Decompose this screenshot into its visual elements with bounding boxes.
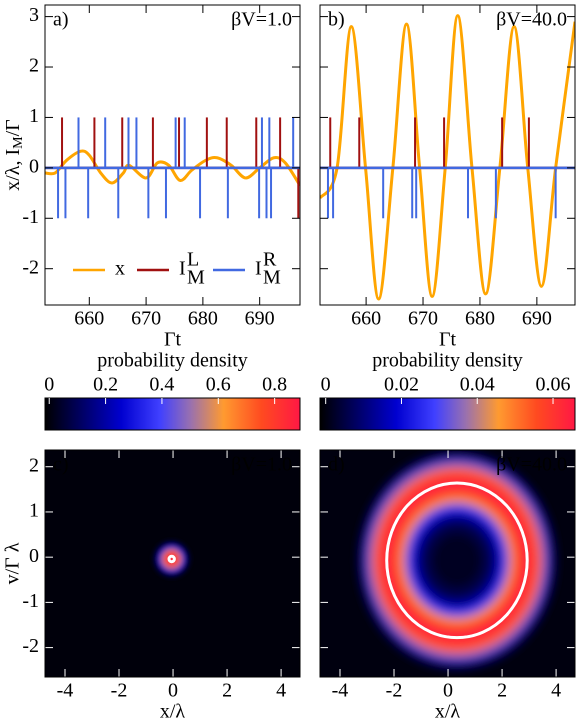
y-axis-label: x/λ, IM/Γ bbox=[2, 119, 27, 191]
x-tick-label: 690 bbox=[245, 308, 275, 330]
panel-label: a) bbox=[53, 9, 69, 31]
y-tick-label: 0 bbox=[29, 545, 39, 567]
annotation: βV=1.0 bbox=[231, 9, 292, 31]
annotation: βV=40.0 bbox=[496, 9, 567, 31]
colorbar-tick-label: 0.02 bbox=[384, 374, 419, 396]
plot-area bbox=[320, 14, 575, 301]
colorbar-tick-label: 0.6 bbox=[206, 374, 231, 396]
density-level bbox=[432, 533, 482, 588]
heatmap bbox=[320, 450, 575, 677]
x-axis-label: x/λ bbox=[435, 701, 461, 723]
frame bbox=[44, 449, 301, 678]
y-axis-label: v/Γ λ bbox=[2, 542, 24, 584]
colorbar-tick-label: 0 bbox=[321, 374, 331, 396]
orbit bbox=[385, 481, 529, 640]
panel-label: b) bbox=[328, 9, 345, 31]
x-tick-label: -2 bbox=[111, 680, 128, 702]
colorbar-tick-label: 0.06 bbox=[536, 374, 571, 396]
colorbar-tick-label: 0 bbox=[44, 374, 54, 396]
orbit bbox=[167, 554, 176, 564]
x-tick-label: 660 bbox=[351, 308, 381, 330]
plot-area bbox=[45, 117, 300, 219]
x-tick-label: 4 bbox=[276, 680, 286, 702]
y-tick-label: -1 bbox=[22, 206, 39, 228]
colorbar-tick-label: 0.04 bbox=[460, 374, 495, 396]
colorbar-tick-label: 0.2 bbox=[93, 374, 118, 396]
y-tick-label: 1 bbox=[29, 500, 39, 522]
frame bbox=[319, 449, 576, 678]
x-axis-label: x/λ bbox=[160, 701, 186, 723]
annotation: βV=40.0 bbox=[496, 454, 567, 476]
x-tick-label: 0 bbox=[443, 680, 453, 702]
line bbox=[320, 14, 575, 301]
legend-label-sup: L bbox=[187, 249, 199, 271]
y-tick-label: -1 bbox=[22, 590, 39, 612]
colorbar bbox=[319, 397, 576, 431]
y-tick-label: 2 bbox=[29, 454, 39, 476]
x-tick-label: 670 bbox=[408, 308, 438, 330]
x-tick-label: 2 bbox=[497, 680, 507, 702]
x-tick-label: -4 bbox=[332, 680, 349, 702]
frame bbox=[44, 4, 301, 306]
y-axis-label-part: M bbox=[11, 136, 26, 149]
y-tick-label: -2 bbox=[22, 256, 39, 278]
legend-label-sub: M bbox=[187, 267, 205, 289]
legend-label: x bbox=[115, 258, 125, 280]
x-tick-label: -2 bbox=[386, 680, 403, 702]
y-tick-label: 1 bbox=[29, 105, 39, 127]
x-tick-label: 2 bbox=[222, 680, 232, 702]
x-tick-label: 690 bbox=[522, 308, 552, 330]
panel-label: c) bbox=[53, 454, 69, 476]
frame bbox=[319, 4, 576, 306]
x-axis-label: Γt bbox=[164, 329, 182, 351]
x-tick-label: 660 bbox=[74, 308, 104, 330]
x-tick-label: 0 bbox=[168, 680, 178, 702]
panel-label: d) bbox=[328, 454, 345, 476]
density bbox=[152, 539, 191, 578]
y-tick-label: 0 bbox=[29, 155, 39, 177]
x-axis-label: Γt bbox=[439, 329, 457, 351]
annotation: βV=1.0 bbox=[231, 454, 292, 476]
colorbar-label: probability density bbox=[372, 350, 523, 372]
x-tick-label: 4 bbox=[551, 680, 561, 702]
y-tick-label: -2 bbox=[22, 635, 39, 657]
y-axis-label-part: x/λ, I bbox=[2, 149, 24, 191]
line bbox=[45, 149, 300, 187]
y-tick-label: 3 bbox=[29, 4, 39, 26]
legend-label: I bbox=[179, 258, 186, 280]
colorbar-tick-label: 0.4 bbox=[149, 374, 174, 396]
x-tick-label: 680 bbox=[465, 308, 495, 330]
x-tick-label: -4 bbox=[57, 680, 74, 702]
x-tick-label: 680 bbox=[188, 308, 218, 330]
colorbar-label: probability density bbox=[97, 350, 248, 372]
legend-label-sup: R bbox=[263, 249, 277, 271]
heatmap bbox=[45, 450, 300, 677]
y-axis-label-part: /Γ bbox=[2, 119, 24, 136]
colorbar bbox=[44, 397, 301, 431]
legend-label-sub: M bbox=[263, 267, 281, 289]
x-tick-label: 670 bbox=[131, 308, 161, 330]
y-tick-label: 2 bbox=[29, 55, 39, 77]
legend-label: I bbox=[255, 258, 262, 280]
colorbar-tick-label: 0.8 bbox=[262, 374, 287, 396]
